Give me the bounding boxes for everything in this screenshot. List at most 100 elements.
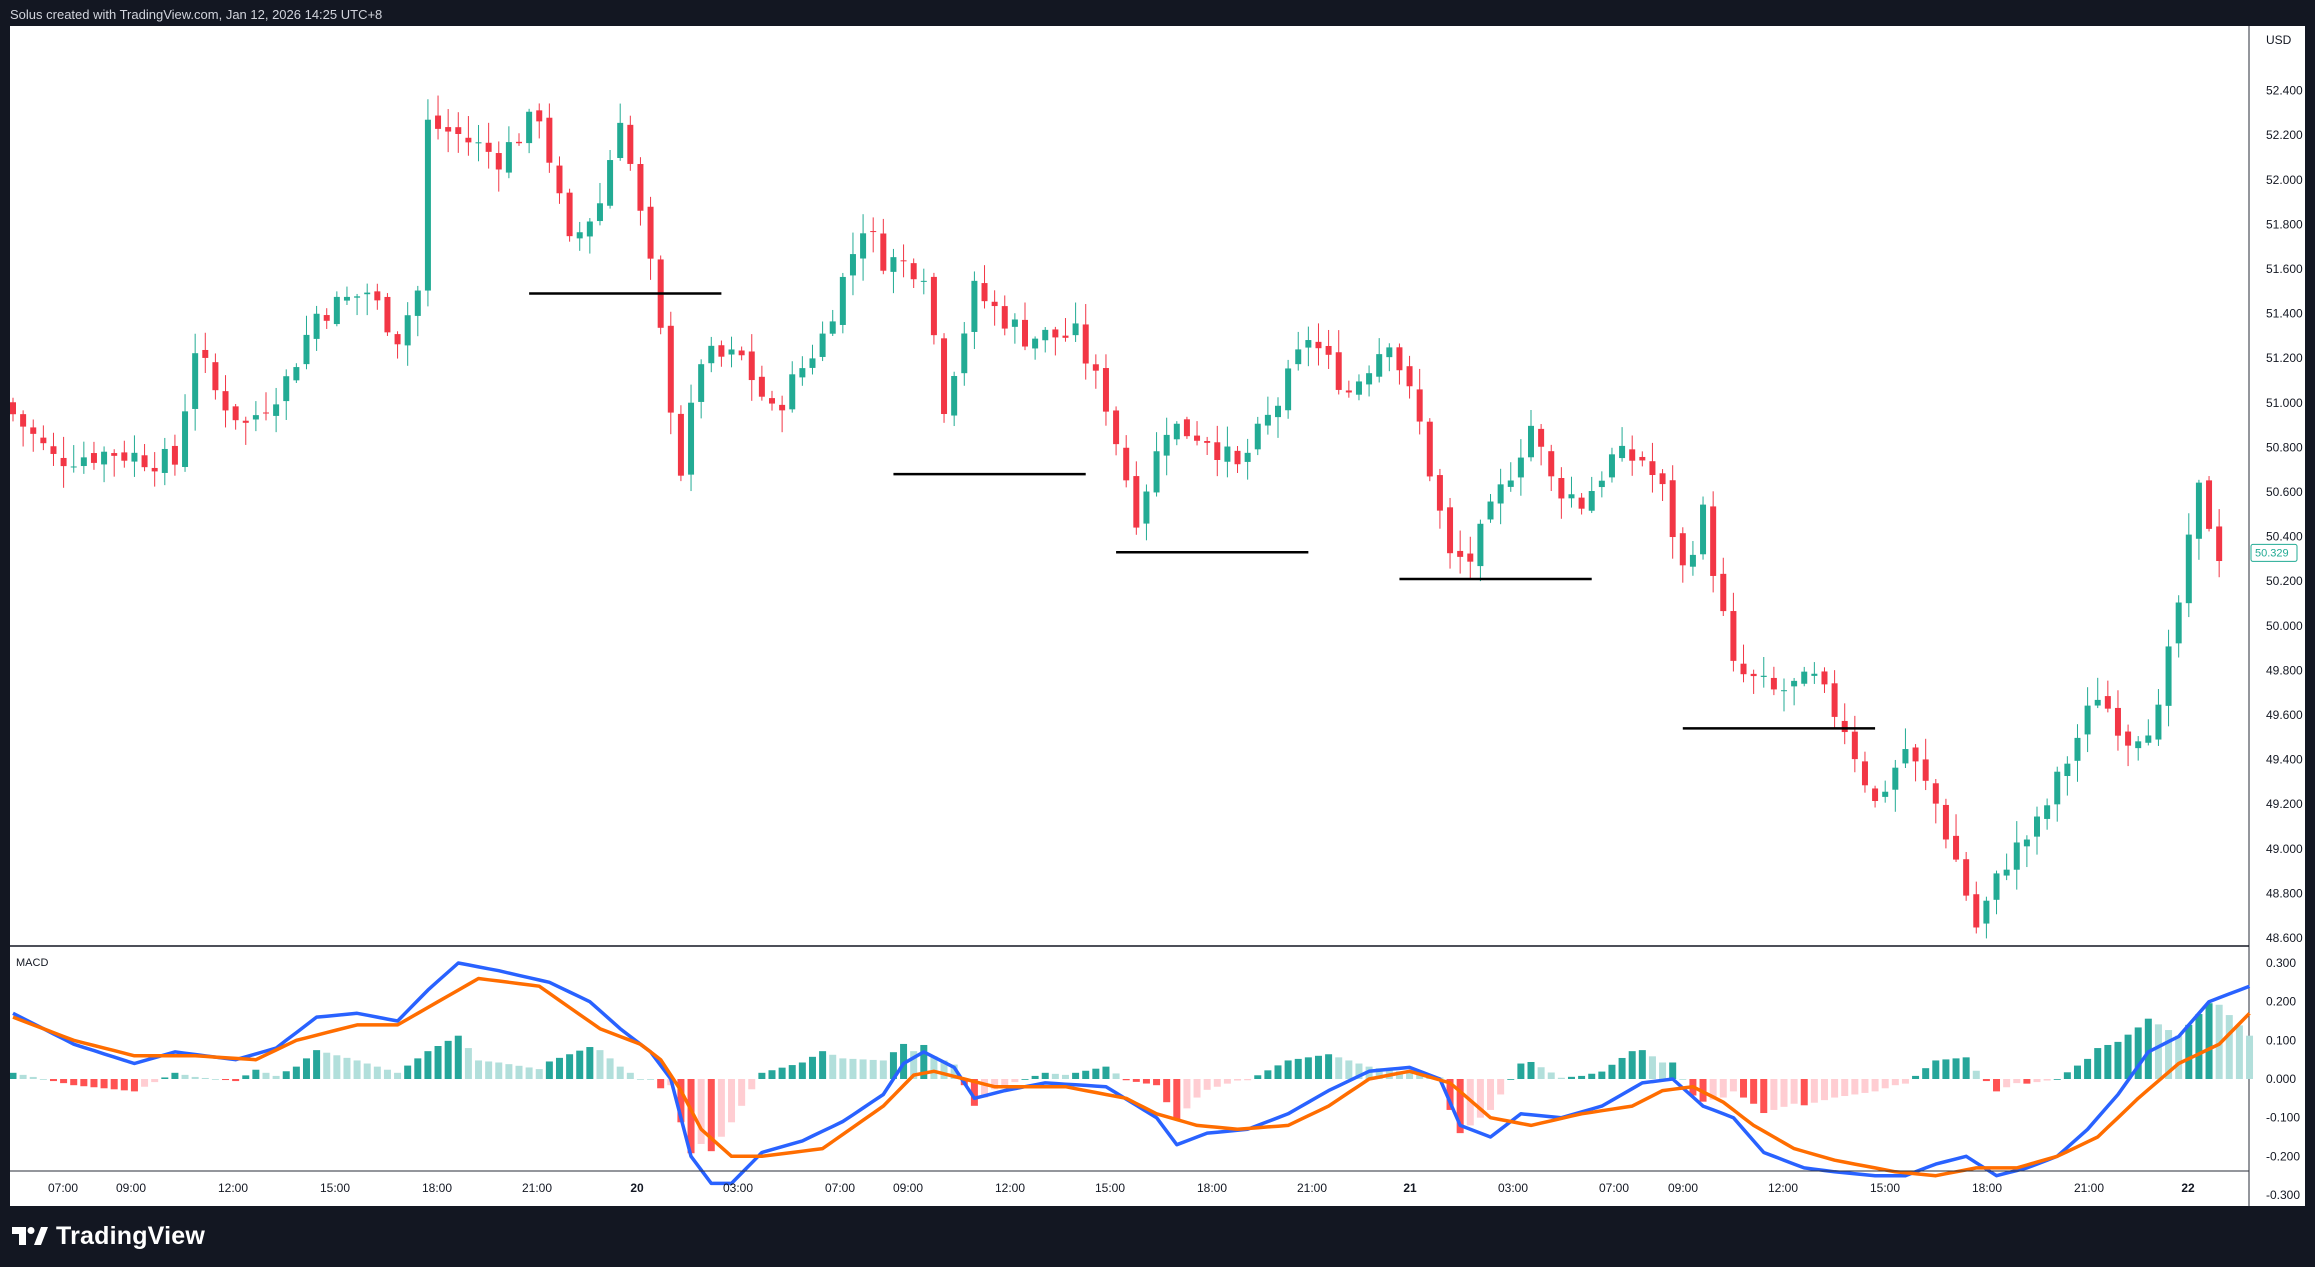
candle-body	[1851, 731, 1858, 760]
candle	[647, 196, 654, 280]
macd-histogram-bar	[414, 1058, 422, 1079]
candle	[890, 248, 897, 294]
macd-histogram-bar	[647, 1079, 655, 1080]
candle	[222, 375, 229, 428]
macd-histogram-bar	[1406, 1072, 1414, 1079]
candle-body	[121, 452, 128, 461]
macd-histogram-bar	[2154, 1024, 2162, 1079]
candle	[627, 115, 634, 171]
candle	[80, 441, 87, 474]
candle	[728, 336, 735, 368]
candle	[1740, 644, 1747, 683]
macd-histogram-bar	[819, 1051, 827, 1079]
candle	[2074, 724, 2081, 782]
price-axis[interactable]: USD 52.400 52.200 52.000 51.800 51.600 51.400…	[2248, 26, 2303, 1206]
macd-histogram-bar	[2023, 1079, 2031, 1084]
macd-histogram-bar	[29, 1076, 37, 1079]
macd-histogram-bar	[900, 1043, 908, 1079]
candle	[283, 369, 290, 420]
candle	[1568, 476, 1575, 508]
macd-histogram-bar	[1112, 1073, 1120, 1079]
candle-body	[2044, 805, 2051, 819]
macd-histogram-bar	[1304, 1057, 1312, 1079]
candle-body	[1467, 553, 1474, 562]
candle-body	[2003, 869, 2010, 876]
candle-body	[1305, 340, 1312, 348]
candle-body	[2064, 763, 2071, 777]
candle	[718, 340, 725, 367]
macd-histogram-bar	[100, 1079, 108, 1089]
candle	[870, 217, 877, 253]
macd-histogram-bar	[2225, 1015, 2233, 1079]
candle	[2155, 689, 2162, 746]
candle	[1426, 418, 1433, 482]
candle	[516, 133, 522, 146]
candle	[50, 432, 57, 466]
macd-axis[interactable]: 0.300 0.200 0.100 0.000 -0.100 -0.200 -0.300	[2266, 956, 2300, 1202]
candle-body	[1457, 550, 1464, 557]
candle	[1851, 715, 1858, 773]
macd-histogram-bar	[404, 1065, 412, 1079]
macd-histogram-bar	[1325, 1054, 1333, 1079]
macd-histogram-bar	[1234, 1079, 1242, 1081]
macd-histogram-bar	[333, 1055, 341, 1079]
candle-body	[1517, 457, 1524, 478]
macd-histogram-bar	[981, 1079, 989, 1098]
time-tick-label: 07:00	[48, 1181, 78, 1195]
candle-body	[536, 110, 543, 122]
candle	[1882, 780, 1889, 803]
macd-histogram-bar	[434, 1046, 442, 1079]
macd-lines-layer	[12, 961, 2251, 1186]
macd-histogram-bar	[1800, 1079, 1808, 1106]
candle-body	[1639, 456, 1646, 461]
candle	[1993, 870, 2000, 915]
macd-histogram-bar	[657, 1079, 665, 1089]
candle	[1275, 397, 1281, 438]
macd-histogram-bar	[1487, 1079, 1495, 1110]
candle	[435, 95, 442, 140]
candle-body	[677, 413, 684, 476]
candle-body	[1821, 671, 1828, 685]
chart-frame[interactable]: USD 52.400 52.200 52.000 51.800 51.600 51.400…	[10, 26, 2305, 1206]
candle-body	[1679, 533, 1686, 566]
candle	[293, 363, 300, 383]
macd-histogram-bar	[2175, 1035, 2183, 1079]
time-tick-label: 03:00	[1498, 1181, 1528, 1195]
candle-body	[1325, 345, 1332, 355]
macd-histogram-bar	[930, 1056, 938, 1079]
macd-histogram-bar	[586, 1047, 594, 1079]
macd-histogram-bar	[839, 1058, 847, 1079]
candle	[1325, 329, 1332, 369]
candle-body	[2165, 646, 2172, 706]
candle-body	[870, 231, 877, 233]
footer-bar	[0, 1206, 2315, 1267]
macd-histogram-bar	[1021, 1079, 1029, 1080]
macd-histogram-bar	[454, 1035, 462, 1079]
candle-body	[718, 345, 725, 357]
macd-histogram-bar	[1274, 1065, 1282, 1079]
macd-histogram-bar	[798, 1062, 806, 1079]
macd-histogram-bar	[728, 1079, 736, 1123]
macd-histogram-bar	[1871, 1079, 1879, 1092]
macd-histogram-bar	[687, 1079, 695, 1154]
candle-body	[2175, 602, 2182, 644]
candle-body	[1416, 389, 1423, 422]
tradingview-logo[interactable]: TradingView	[12, 1221, 205, 1251]
candle-body	[263, 412, 269, 414]
candle	[495, 141, 502, 192]
candle-body	[769, 398, 775, 404]
time-axis[interactable]: 07:00 09:00 12:00 15:00 18:00 21:00 20 03:00 07:…	[48, 1181, 2195, 1195]
candle	[303, 315, 310, 370]
candle	[202, 332, 209, 374]
candle-body	[1001, 306, 1008, 329]
candle-body	[627, 124, 634, 164]
candle-body	[708, 345, 715, 364]
candle	[2145, 719, 2152, 746]
chart-canvas[interactable]: USD 52.400 52.200 52.000 51.800 51.600 51.400…	[10, 26, 2305, 1206]
candle-body	[475, 142, 482, 144]
macd-histogram-bar	[1547, 1072, 1555, 1079]
candle	[192, 333, 199, 431]
price-tick-label: 49.400	[2266, 753, 2303, 767]
candle	[708, 336, 715, 373]
candle-body	[1436, 475, 1443, 511]
